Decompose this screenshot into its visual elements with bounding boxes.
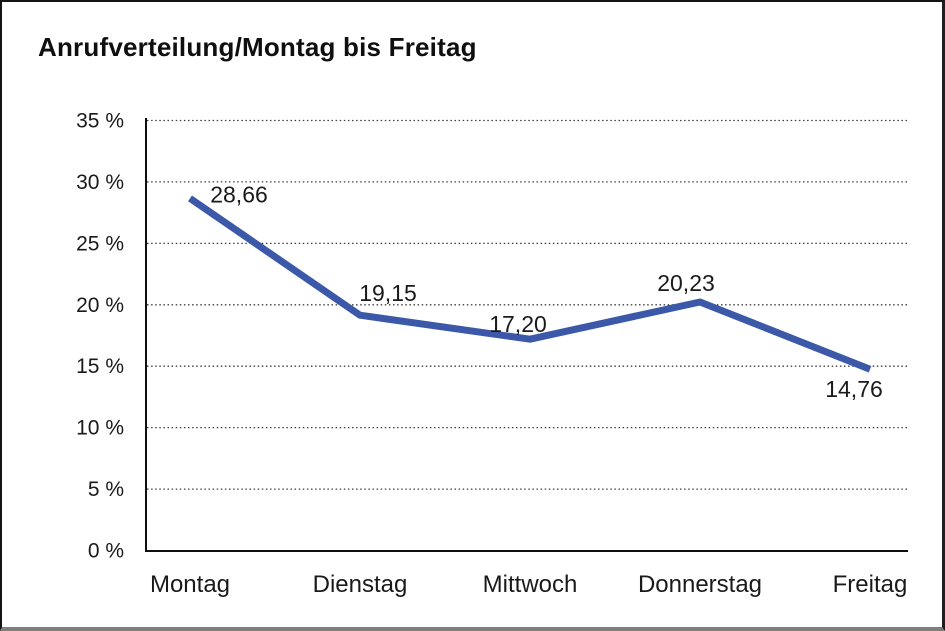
- y-tick-label: 20 %: [76, 294, 124, 317]
- point-label: 14,76: [825, 376, 883, 402]
- point-label: 17,20: [489, 311, 547, 337]
- x-tick-label: Montag: [150, 571, 230, 598]
- y-tick-label: 5 %: [88, 478, 124, 501]
- x-tick-label: Donnerstag: [638, 571, 762, 598]
- x-tick-label: Mittwoch: [483, 571, 578, 598]
- y-tick-label: 15 %: [76, 355, 124, 378]
- data-line: [188, 195, 872, 373]
- y-tick-label: 10 %: [76, 417, 124, 440]
- point-label: 19,15: [359, 280, 417, 306]
- x-tick-label: Dienstag: [313, 571, 408, 598]
- x-tick-label: Freitag: [833, 571, 908, 598]
- y-tick-label: 0 %: [88, 540, 124, 563]
- y-tick-label: 25 %: [76, 232, 124, 255]
- y-tick-label: 30 %: [76, 171, 124, 194]
- point-label: 20,23: [657, 270, 715, 296]
- chart-title: Anrufverteilung/Montag bis Freitag: [38, 32, 477, 62]
- point-label: 28,66: [210, 181, 268, 207]
- y-tick-label: 35 %: [76, 110, 124, 133]
